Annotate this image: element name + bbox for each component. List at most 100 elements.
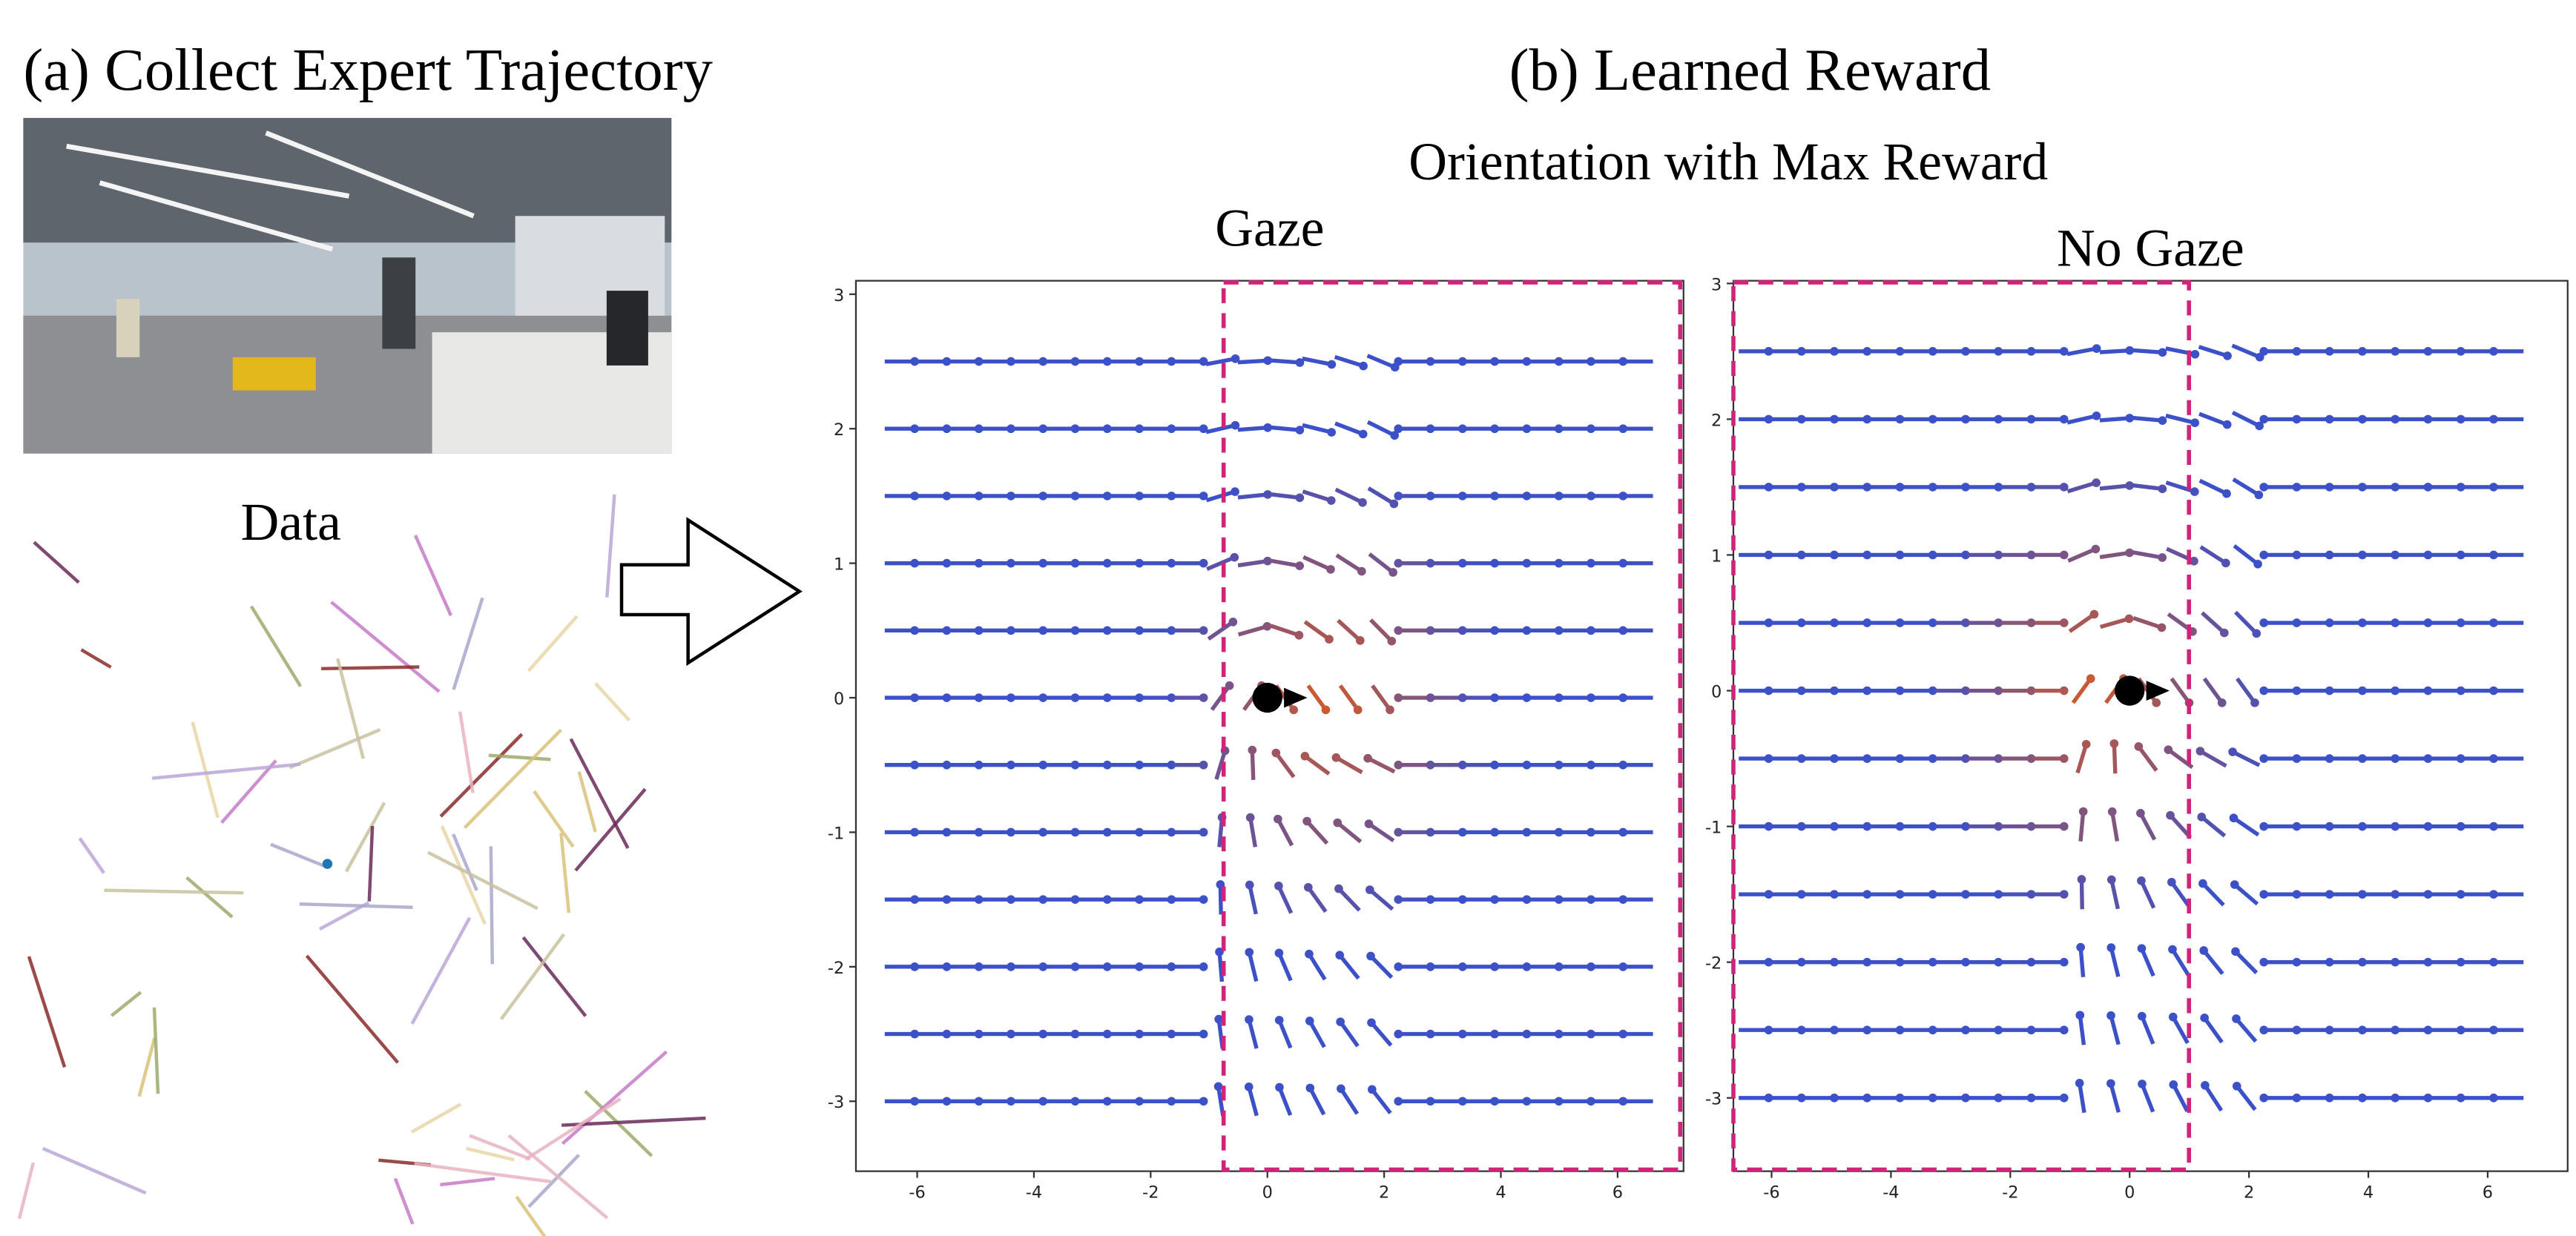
x-tick-label: 0 — [2124, 1183, 2135, 1202]
field-arrow-head — [1326, 496, 1336, 505]
field-arrow-head — [1007, 357, 1015, 366]
field-arrow-head — [1102, 558, 1112, 568]
field-arrow — [1308, 1019, 1326, 1048]
trajectory — [574, 787, 647, 872]
field-arrow-head — [2125, 414, 2135, 423]
field-arrow-head — [2026, 686, 2036, 695]
field-arrow-head — [1457, 827, 1467, 837]
field-arrow-head — [2081, 739, 2091, 749]
trajectory — [299, 902, 413, 909]
field-arrow-head — [1305, 949, 1314, 959]
field-arrow-head — [2059, 822, 2069, 831]
field-arrow-head — [910, 895, 919, 904]
y-tick-label: -2 — [828, 959, 844, 978]
trajectory — [367, 825, 375, 902]
field-arrow-head — [2259, 414, 2269, 424]
field-arrow-head — [1394, 626, 1403, 635]
field-arrow-head — [2026, 618, 2036, 627]
field-arrow-head — [1070, 962, 1080, 971]
field-arrow — [1237, 559, 1268, 568]
field-arrow-head — [2259, 550, 2269, 560]
trajectory — [410, 1103, 462, 1134]
field-arrow-head — [2259, 957, 2269, 967]
field-arrow-head — [2423, 618, 2433, 627]
x-tick-label: 4 — [1495, 1183, 1506, 1202]
field-arrow — [1206, 555, 1236, 572]
field-arrow-head — [1102, 492, 1112, 500]
field-arrow-head — [2358, 822, 2367, 831]
field-arrow-head — [2124, 614, 2134, 624]
field-arrow-head — [2358, 414, 2367, 424]
field-arrow-head — [974, 693, 984, 702]
highlight-box — [1731, 280, 2192, 1172]
field-arrow-head — [2190, 487, 2199, 496]
field-arrow-head — [1764, 754, 1773, 763]
field-arrow-head — [1305, 1083, 1315, 1093]
field-arrow-head — [1167, 492, 1176, 500]
field-arrow-head — [2059, 347, 2069, 356]
field-arrow-head — [2358, 890, 2367, 899]
field-arrow-head — [2197, 813, 2207, 822]
field-arrow — [1368, 552, 1394, 575]
field-arrow-head — [2059, 686, 2069, 695]
field-arrow-head — [2325, 414, 2334, 424]
field-arrow-head — [1895, 957, 1905, 967]
field-arrow-head — [1928, 414, 1937, 424]
field-arrow-head — [2232, 1014, 2241, 1023]
field-arrow-head — [2109, 739, 2119, 748]
field-arrow-head — [1038, 424, 1048, 434]
field-arrow-head — [1994, 618, 2003, 627]
field-arrow — [2171, 1083, 2190, 1112]
field-arrow-head — [1394, 962, 1403, 971]
field-arrow-head — [2358, 618, 2367, 627]
field-arrow-head — [1038, 693, 1048, 702]
data-label: Data — [240, 492, 340, 552]
field-arrow-head — [1337, 1084, 1345, 1094]
field-arrow-head — [2292, 957, 2302, 967]
field-arrow-head — [1994, 347, 2003, 356]
field-arrow — [1334, 487, 1364, 505]
field-arrow — [1270, 624, 1300, 638]
field-arrow-head — [1994, 550, 2003, 560]
field-arrow-head — [1038, 357, 1048, 366]
trajectory — [426, 850, 538, 911]
field-arrow-head — [1994, 754, 2003, 763]
field-arrow-head — [1830, 618, 1839, 627]
field-arrow-head — [1167, 827, 1176, 837]
field-arrow-head — [1214, 1014, 1223, 1024]
field-arrow-head — [974, 558, 984, 568]
field-arrow — [1369, 954, 1394, 979]
trajectory — [524, 1097, 622, 1161]
field-arrow-head — [1764, 618, 1773, 627]
field-arrow-head — [1199, 1097, 1208, 1106]
field-arrow-head — [1167, 1097, 1176, 1106]
field-arrow-head — [2106, 875, 2116, 885]
field-arrow — [1277, 1086, 1293, 1117]
x-tick-label: -4 — [1882, 1183, 1899, 1202]
field-arrow-head — [1167, 424, 1176, 434]
field-arrow — [1205, 423, 1236, 434]
field-arrow-head — [1274, 948, 1284, 958]
field-arrow-head — [1522, 558, 1532, 568]
field-arrow-head — [1764, 1093, 1773, 1103]
field-arrow — [2165, 413, 2195, 425]
trajectory — [440, 825, 487, 925]
agent — [2115, 675, 2145, 706]
field-arrow-head — [1426, 895, 1435, 904]
field-arrow-head — [2391, 414, 2400, 424]
highlight-box — [1221, 280, 1683, 1172]
field-arrow-head — [942, 895, 952, 904]
field-arrow-head — [942, 693, 952, 702]
field-arrow-head — [1862, 822, 1872, 831]
field-arrow-head — [1305, 1017, 1314, 1025]
trajectory — [270, 842, 327, 869]
field-arrow-head — [1102, 895, 1112, 904]
field-arrow-head — [1618, 1097, 1628, 1106]
field-arrow-head — [1331, 753, 1341, 762]
field-arrow-head — [2489, 890, 2498, 899]
field-arrow-head — [1228, 618, 1238, 627]
trajectory — [413, 535, 452, 616]
field-arrow-head — [1070, 827, 1080, 837]
field-arrow-head — [1135, 760, 1144, 770]
field-arrow-head — [1961, 686, 1970, 695]
